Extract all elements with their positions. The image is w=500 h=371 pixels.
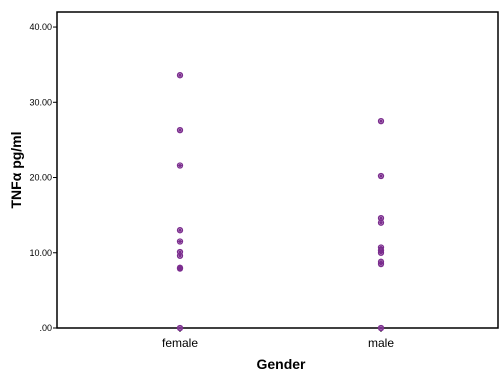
marker-stroke (378, 220, 384, 226)
marker-stroke (378, 173, 384, 179)
data-point (377, 249, 385, 256)
marker-stroke (177, 227, 183, 233)
data-point (176, 227, 184, 234)
y-tick-label: 30.00 (29, 97, 52, 107)
y-tick-label: .00 (39, 323, 52, 333)
marker-stroke (177, 325, 183, 331)
x-tick-label: male (368, 336, 394, 350)
marker-stroke (378, 215, 384, 221)
data-point (176, 72, 184, 79)
data-point (176, 238, 184, 245)
data-point (176, 324, 184, 332)
marker-stroke (378, 118, 384, 124)
marker-stroke (378, 325, 384, 331)
data-point (176, 126, 184, 134)
marker-stroke (177, 266, 183, 272)
marker-stroke (177, 72, 183, 78)
data-point (377, 117, 385, 125)
data-points (176, 72, 385, 332)
data-point (377, 172, 385, 180)
data-point (176, 252, 184, 259)
data-point (176, 265, 184, 272)
x-axis: female male (162, 328, 394, 350)
marker-stroke (177, 238, 183, 244)
x-axis-title: Gender (256, 356, 306, 371)
marker-stroke (177, 127, 183, 133)
data-point (377, 219, 385, 226)
marker-stroke (378, 261, 384, 267)
y-axis: .00 10.00 20.00 30.00 40.00 (29, 22, 57, 333)
y-tick-label: 40.00 (29, 22, 52, 32)
marker-stroke (378, 250, 384, 256)
marker-stroke (177, 253, 183, 259)
y-tick-label: 20.00 (29, 173, 52, 183)
y-axis-title: TNFα pg/ml (8, 131, 24, 208)
data-point (377, 260, 385, 268)
x-tick-label: female (162, 336, 198, 350)
data-point (377, 324, 385, 332)
y-tick-label: 10.00 (29, 248, 52, 258)
data-point (176, 162, 184, 169)
marker-stroke (177, 162, 183, 169)
plot-frame (56, 11, 499, 329)
